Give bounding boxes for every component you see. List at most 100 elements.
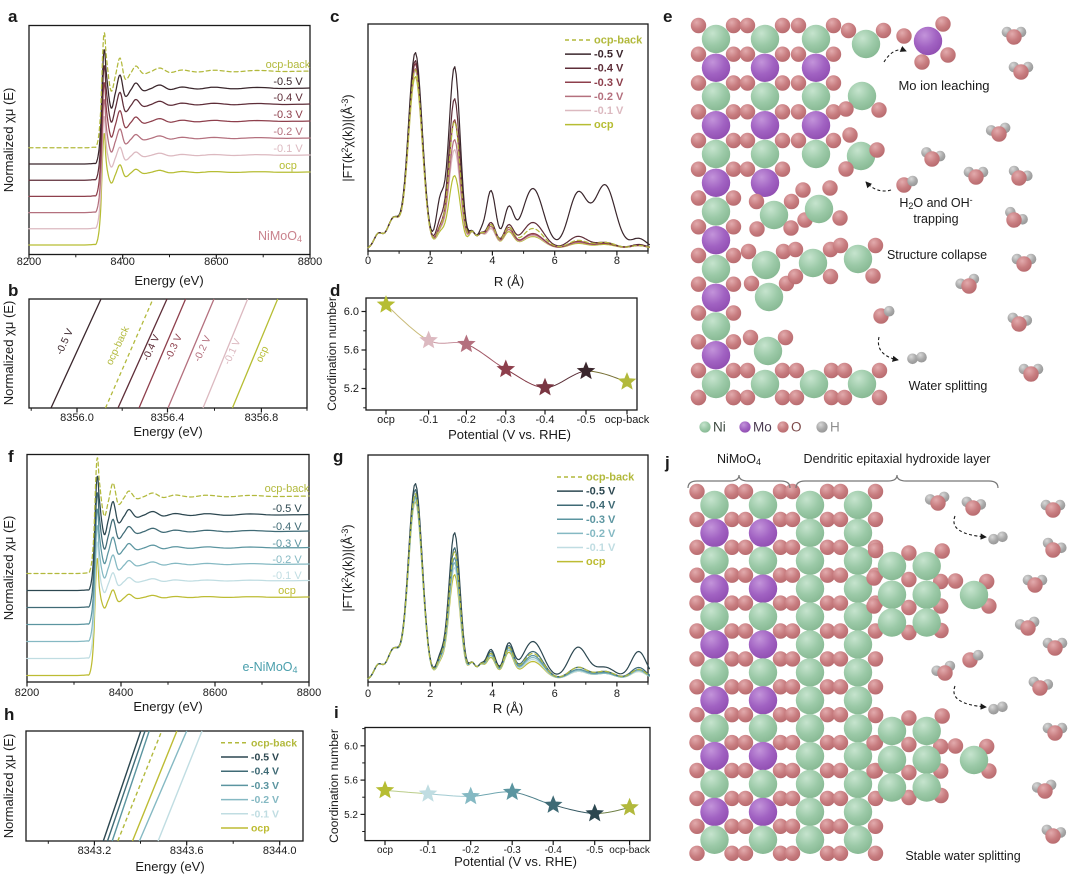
svg-text:-0.2 V: -0.2 V: [586, 528, 616, 540]
svg-text:ocp-back: ocp-back: [265, 483, 310, 495]
svg-text:Potential (V vs. RHE): Potential (V vs. RHE): [448, 427, 571, 442]
svg-text:-0.5 V: -0.5 V: [251, 752, 279, 764]
svg-text:Normalized χμ (E): Normalized χμ (E): [1, 88, 16, 193]
svg-text:8343.6: 8343.6: [170, 845, 204, 857]
svg-text:8344.0: 8344.0: [263, 845, 297, 857]
svg-text:-0.3 V: -0.3 V: [251, 780, 279, 792]
svg-text:8200: 8200: [17, 256, 41, 268]
svg-text:6.0: 6.0: [344, 741, 358, 752]
svg-text:-0.4 V: -0.4 V: [272, 521, 302, 533]
svg-text:-0.2: -0.2: [457, 414, 476, 426]
svg-text:b: b: [8, 281, 18, 300]
svg-text:ocp: ocp: [279, 160, 297, 172]
svg-text:ocp-back: ocp-back: [609, 845, 651, 856]
svg-text:8343.2: 8343.2: [78, 845, 112, 857]
svg-text:0: 0: [365, 255, 371, 267]
svg-text:Stable water splitting: Stable water splitting: [905, 849, 1020, 863]
svg-text:-0.1 V: -0.1 V: [586, 542, 616, 554]
svg-text:-0.2: -0.2: [462, 845, 480, 856]
svg-text:Water splitting: Water splitting: [909, 379, 988, 393]
svg-text:g: g: [333, 447, 343, 466]
svg-text:ocp-back: ocp-back: [605, 414, 650, 426]
svg-text:ocp: ocp: [377, 845, 394, 856]
svg-text:Mo ion leaching: Mo ion leaching: [898, 78, 989, 93]
svg-text:-0.4: -0.4: [536, 414, 555, 426]
svg-text:NiMoO4: NiMoO4: [258, 229, 302, 244]
svg-text:f: f: [8, 447, 14, 466]
svg-text:8356.0: 8356.0: [60, 412, 94, 424]
svg-text:5.6: 5.6: [344, 776, 358, 787]
svg-text:8600: 8600: [203, 687, 227, 699]
svg-text:H2O and OH-: H2O and OH-: [899, 195, 972, 211]
svg-text:d: d: [330, 281, 340, 300]
svg-text:-0.4: -0.4: [545, 845, 563, 856]
svg-text:Coordination number: Coordination number: [327, 729, 341, 843]
svg-text:0: 0: [365, 688, 371, 700]
svg-text:8: 8: [614, 255, 620, 267]
svg-text:4: 4: [489, 688, 495, 700]
svg-text:6.0: 6.0: [344, 306, 359, 318]
svg-text:-0.4 V: -0.4 V: [251, 766, 279, 778]
svg-text:-0.2 V: -0.2 V: [273, 126, 303, 138]
svg-text:ocp-back: ocp-back: [586, 472, 635, 484]
svg-text:-0.5: -0.5: [577, 414, 596, 426]
svg-text:-0.4 V: -0.4 V: [273, 92, 303, 104]
svg-text:Dendritic epitaxial hydroxide: Dendritic epitaxial hydroxide layer: [804, 452, 991, 466]
svg-text:R (Å): R (Å): [493, 701, 523, 716]
svg-text:-0.5 V: -0.5 V: [272, 503, 302, 515]
svg-text:ocp-back: ocp-back: [266, 59, 311, 71]
svg-text:i: i: [334, 703, 339, 722]
svg-text:8: 8: [614, 688, 620, 700]
svg-text:8356.8: 8356.8: [245, 412, 279, 424]
svg-text:Energy (eV): Energy (eV): [133, 699, 202, 714]
svg-text:-0.5: -0.5: [586, 845, 604, 856]
svg-text:Energy (eV): Energy (eV): [134, 273, 203, 288]
svg-text:-0.3 V: -0.3 V: [594, 77, 624, 89]
svg-text:Structure collapse: Structure collapse: [887, 248, 987, 262]
svg-text:|FT(k2χ(k))|(Å-3): |FT(k2χ(k))|(Å-3): [340, 94, 355, 181]
svg-text:ocp: ocp: [594, 119, 614, 131]
svg-text:Mo: Mo: [753, 420, 772, 435]
svg-text:H: H: [830, 420, 840, 435]
svg-text:-0.3 V: -0.3 V: [272, 538, 302, 550]
svg-text:Normalized χμ (E): Normalized χμ (E): [1, 301, 16, 406]
svg-text:8400: 8400: [110, 256, 134, 268]
svg-text:Ni: Ni: [713, 420, 726, 435]
svg-text:j: j: [664, 453, 670, 472]
svg-text:-0.4 V: -0.4 V: [586, 500, 616, 512]
svg-text:-0.5 V: -0.5 V: [594, 49, 624, 61]
svg-text:ocp: ocp: [278, 585, 296, 597]
svg-text:8600: 8600: [204, 256, 228, 268]
svg-text:e: e: [663, 7, 672, 26]
svg-text:Coordination number: Coordination number: [325, 297, 339, 411]
svg-text:8356.4: 8356.4: [151, 412, 185, 424]
svg-text:6: 6: [552, 255, 558, 267]
svg-text:e-NiMoO4: e-NiMoO4: [242, 660, 297, 675]
svg-text:8800: 8800: [298, 256, 322, 268]
svg-text:Potential (V vs. RHE): Potential (V vs. RHE): [454, 854, 577, 869]
svg-text:-0.1 V: -0.1 V: [272, 570, 302, 582]
svg-text:ocp: ocp: [377, 414, 395, 426]
svg-text:c: c: [330, 7, 339, 26]
svg-text:-0.3 V: -0.3 V: [586, 514, 616, 526]
svg-text:-0.2 V: -0.2 V: [594, 91, 624, 103]
svg-text:Normalized χμ (E): Normalized χμ (E): [1, 734, 16, 839]
svg-text:6: 6: [552, 688, 558, 700]
svg-text:-0.5 V: -0.5 V: [586, 486, 616, 498]
svg-text:ocp: ocp: [586, 556, 606, 568]
svg-text:-0.1 V: -0.1 V: [594, 105, 624, 117]
svg-text:-0.1: -0.1: [419, 414, 438, 426]
svg-text:O: O: [791, 420, 802, 435]
svg-text:4: 4: [489, 255, 495, 267]
svg-text:-0.1 V: -0.1 V: [273, 143, 303, 155]
svg-text:ocp-back: ocp-back: [251, 737, 297, 749]
svg-text:|FT(k2χ(k))|(Å-3): |FT(k2χ(k))|(Å-3): [340, 524, 355, 611]
svg-text:ocp-back: ocp-back: [594, 35, 643, 47]
svg-text:2: 2: [427, 255, 433, 267]
svg-text:-0.4 V: -0.4 V: [594, 63, 624, 75]
svg-text:-0.3 V: -0.3 V: [273, 109, 303, 121]
svg-text:h: h: [4, 705, 14, 724]
svg-text:8200: 8200: [15, 687, 39, 699]
svg-text:-0.3: -0.3: [496, 414, 515, 426]
svg-text:5.2: 5.2: [344, 810, 358, 821]
